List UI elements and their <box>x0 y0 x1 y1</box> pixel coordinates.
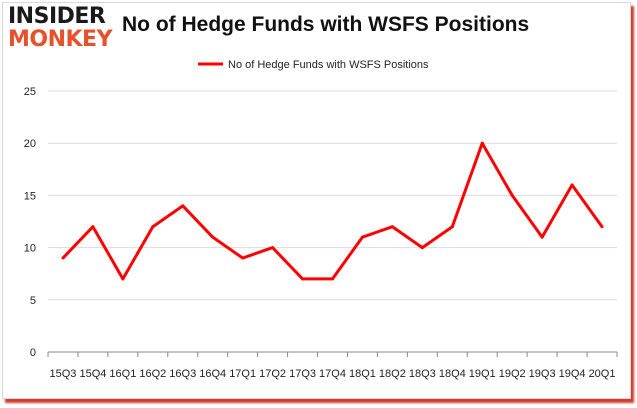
y-tick-label: 10 <box>24 243 36 255</box>
x-tick-label: 18Q1 <box>349 368 376 380</box>
legend-label: No of Hedge Funds with WSFS Positions <box>228 59 429 71</box>
x-tick-label: 15Q3 <box>50 368 77 380</box>
x-tick-label: 19Q2 <box>499 368 526 380</box>
x-tick-label: 19Q1 <box>469 368 496 380</box>
x-tick-label: 18Q4 <box>439 368 466 380</box>
y-axis-ticks: 0 5 10 15 20 25 <box>24 86 36 359</box>
x-tick-label: 19Q4 <box>559 368 586 380</box>
data-point-19Q3 <box>540 235 544 239</box>
x-tick-label: 16Q2 <box>139 368 166 380</box>
data-point-15Q3 <box>61 256 65 260</box>
chart-frame <box>2 2 631 399</box>
data-point-17Q3 <box>301 277 305 281</box>
x-tick-label: 16Q1 <box>109 368 136 380</box>
data-point-19Q2 <box>510 193 514 197</box>
y-tick-label: 15 <box>24 190 36 202</box>
data-point-15Q4 <box>91 225 95 229</box>
data-points <box>61 141 604 281</box>
x-tick-label: 17Q4 <box>319 368 346 380</box>
data-point-16Q2 <box>151 225 155 229</box>
legend: No of Hedge Funds with WSFS Positions <box>198 59 429 71</box>
series-line <box>61 141 604 281</box>
y-tick-label: 20 <box>24 138 36 150</box>
logo-line-1: INSIDER <box>8 4 106 29</box>
x-tick-label: 15Q4 <box>79 368 106 380</box>
x-axis-ticks: 15Q3 15Q4 16Q1 16Q2 16Q3 16Q4 17Q1 17Q2 17Q3 17Q4… <box>47 352 618 380</box>
y-tick-label: 0 <box>30 347 36 359</box>
x-tick-label: 17Q2 <box>259 368 286 380</box>
x-tick-label: 17Q1 <box>229 368 256 380</box>
data-point-17Q4 <box>331 277 334 281</box>
data-point-18Q2 <box>390 225 394 229</box>
data-point-16Q4 <box>211 235 215 239</box>
data-point-16Q1 <box>121 277 125 281</box>
data-point-19Q1 <box>480 141 484 145</box>
x-tick-label: 17Q3 <box>289 368 316 380</box>
data-point-19Q4 <box>570 183 574 187</box>
data-point-18Q3 <box>420 246 424 250</box>
x-tick-label: 20Q1 <box>589 368 616 380</box>
data-point-16Q3 <box>181 204 185 208</box>
y-tick-label: 5 <box>30 295 36 307</box>
x-tick-label: 19Q3 <box>529 368 556 380</box>
data-point-17Q2 <box>271 246 275 250</box>
chart-title: No of Hedge Funds with WSFS Positions <box>122 13 530 36</box>
x-tick-label: 16Q4 <box>199 368 226 380</box>
data-point-20Q1 <box>600 225 604 229</box>
x-tick-label: 16Q3 <box>169 368 196 380</box>
x-tick-label: 18Q2 <box>379 368 406 380</box>
gridlines <box>48 90 617 301</box>
y-tick-label: 25 <box>24 86 36 98</box>
data-point-18Q1 <box>360 235 364 239</box>
data-point-18Q4 <box>450 225 454 229</box>
x-tick-label: 18Q3 <box>409 368 436 380</box>
data-point-17Q1 <box>241 256 245 260</box>
insider-monkey-logo: INSIDER MONKEY <box>8 6 120 54</box>
logo-line-2: MONKEY <box>8 27 113 52</box>
